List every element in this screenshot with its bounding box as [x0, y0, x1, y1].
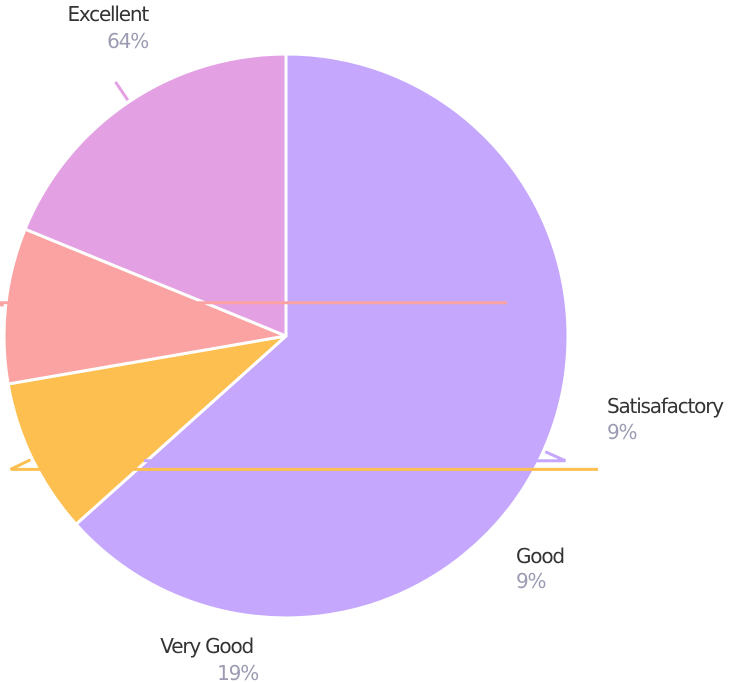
leader-line-very-good — [116, 82, 128, 100]
slice-percent-excellent: 64% — [107, 29, 148, 53]
slice-label-good: Good — [516, 544, 564, 568]
slice-percent-good: 9% — [516, 569, 546, 593]
slice-label-satisafactory: Satisafactory — [607, 394, 724, 418]
pie-slices — [4, 54, 568, 618]
slice-percent-satisafactory: 9% — [607, 420, 637, 444]
slice-percent-very-good: 19% — [217, 661, 258, 682]
slice-label-excellent: Excellent — [67, 2, 149, 26]
slice-label-very-good: Very Good — [160, 634, 253, 658]
